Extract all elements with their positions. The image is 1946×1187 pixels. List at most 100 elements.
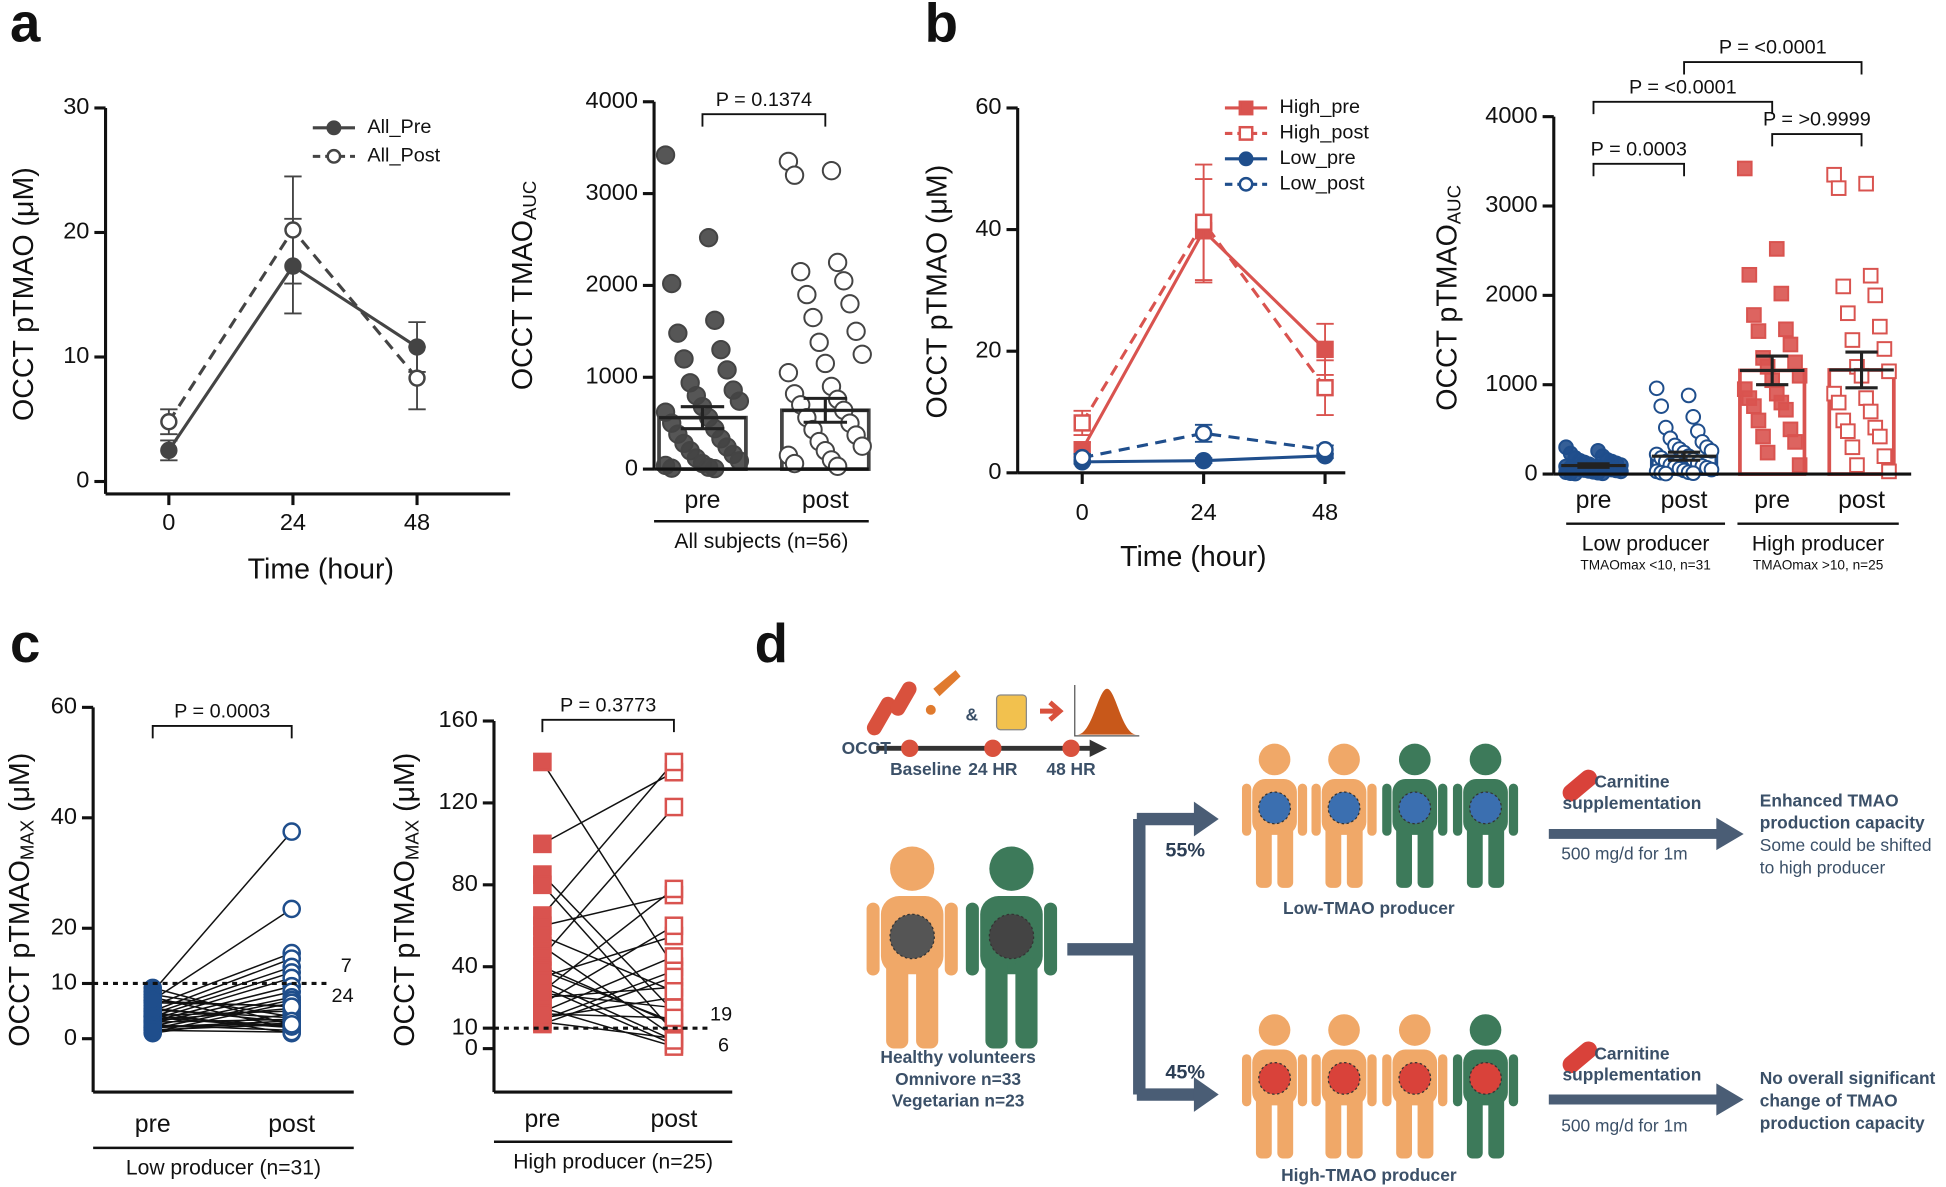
- data-point: [711, 340, 731, 360]
- person-part: [1015, 957, 1038, 1049]
- pill-icon: [1562, 1041, 1598, 1074]
- pair-line: [542, 992, 675, 1009]
- pair-line: [152, 1023, 292, 1031]
- x-tick-label: 24: [1191, 499, 1217, 525]
- cohort-text: Healthy volunteers: [880, 1047, 1035, 1067]
- person-part: [1488, 822, 1505, 888]
- pair-line: [542, 1021, 675, 1040]
- y-tick-label: 20: [63, 218, 89, 244]
- y-axis-title-sub: AUC: [1444, 185, 1465, 224]
- p-value: P = 0.0003: [1591, 138, 1687, 160]
- data-point: [674, 349, 694, 369]
- pair-line: [542, 935, 675, 978]
- data-point: [662, 273, 682, 294]
- person-part: [1325, 1093, 1342, 1159]
- error-bar: [659, 405, 746, 431]
- distribution-axis: [1074, 685, 1140, 737]
- y-axis-title-sub: MAX: [401, 819, 422, 860]
- pair-line: [541, 806, 675, 957]
- data-point: [282, 1015, 302, 1034]
- person-part: [1508, 1054, 1519, 1107]
- person-part: [1258, 743, 1291, 776]
- data-point: [1844, 332, 1861, 348]
- pair-line: [152, 966, 292, 1015]
- data-point: [282, 822, 302, 841]
- y-tick-label: 1000: [1485, 370, 1537, 396]
- person-part: [989, 846, 1034, 891]
- pair-line: [152, 952, 292, 1007]
- pair-line: [542, 980, 675, 1042]
- data-point: [1881, 463, 1897, 480]
- data-point: [1316, 340, 1334, 359]
- arrowhead: [1193, 801, 1219, 837]
- data-point: [533, 752, 552, 772]
- data-point: [717, 360, 737, 380]
- data-point: [852, 436, 872, 456]
- person-icon: [1382, 1014, 1448, 1159]
- legend-marker: [1238, 125, 1254, 141]
- pair-line: [152, 908, 293, 1001]
- significance-bracket: [1683, 61, 1863, 75]
- pair-line: [542, 1013, 674, 1019]
- y-axis-title-main: OCCT TMAO: [506, 220, 538, 390]
- y-tick-label: 20: [51, 913, 77, 939]
- p-value: P = >0.9999: [1763, 109, 1871, 131]
- group-sublabel: TMAOmax >10, n=25: [1753, 557, 1884, 572]
- y-tick-label: 40: [51, 803, 77, 829]
- pair-line: [541, 945, 675, 1037]
- data-point: [1736, 160, 1753, 177]
- pair-line: [152, 977, 292, 1021]
- legend-marker: [326, 148, 342, 164]
- data-point: [827, 456, 848, 477]
- timepoint: [984, 739, 1002, 757]
- gut-icon: [1327, 1061, 1361, 1095]
- x-tick-label: pre: [1754, 487, 1790, 514]
- legend-marker: [1238, 151, 1254, 167]
- person-part: [1417, 822, 1434, 888]
- data-point: [1653, 398, 1670, 414]
- person-part: [1277, 1093, 1294, 1159]
- timepoint-label: 48 HR: [1046, 759, 1096, 779]
- pair-line: [542, 970, 675, 1023]
- person-part: [1325, 822, 1342, 888]
- x-tick-label: 0: [1076, 499, 1089, 525]
- p-value: P = <0.0001: [1719, 37, 1827, 59]
- y-axis-title-sub: MAX: [17, 819, 38, 860]
- significance-bracket: [151, 725, 293, 739]
- person-part: [890, 846, 935, 891]
- person-icon: [1311, 1014, 1377, 1159]
- x-tick-label: post: [268, 1111, 315, 1138]
- arrow-icon: [1040, 700, 1064, 722]
- legend-label: All_Post: [367, 145, 440, 167]
- person-part: [1396, 822, 1412, 888]
- panel-label: b: [925, 0, 958, 54]
- threshold-count: 6: [718, 1034, 729, 1056]
- timepoint-label: Baseline: [890, 759, 962, 779]
- outcome-text: change of TMAO: [1760, 1091, 1898, 1111]
- timepoint-label: 24 HR: [968, 759, 1018, 779]
- threshold-count: 19: [710, 1003, 732, 1025]
- treatment-text: Carnitine: [1594, 1043, 1670, 1063]
- data-point: [1830, 394, 1847, 411]
- data-point: [1194, 451, 1213, 470]
- legend-marker: [326, 120, 342, 136]
- data-point: [784, 165, 805, 185]
- p-value: P = 0.3773: [560, 694, 656, 716]
- dose-text: 500 mg/d for 1m: [1561, 844, 1687, 864]
- person-part: [1258, 1014, 1291, 1046]
- person-part: [1346, 1093, 1363, 1159]
- y-axis-title: OCCT pTMAOMAX (μM): [4, 753, 38, 1047]
- data-point: [664, 916, 684, 936]
- arrowhead: [1716, 817, 1744, 851]
- person-part: [985, 957, 1008, 1049]
- data-point: [282, 899, 302, 919]
- data-point: [1840, 305, 1856, 322]
- pair-line: [152, 996, 292, 1027]
- data-point: [284, 221, 302, 239]
- person-part: [1466, 1093, 1483, 1159]
- y-axis-title-main: OCCT pTMAO (μM): [7, 167, 39, 421]
- person-part: [1328, 743, 1360, 776]
- y-tick-label: 40: [975, 215, 1001, 241]
- threshold-count: 7: [341, 955, 352, 977]
